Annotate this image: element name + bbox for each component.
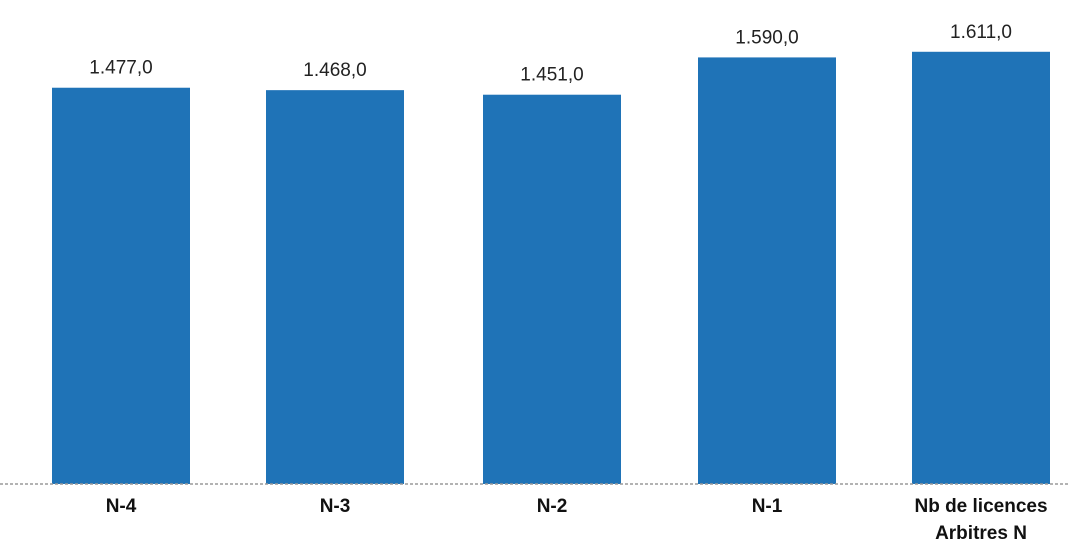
category-labels-group: N-4 N-3 N-2 N-1 Nb de licences Arbitres N xyxy=(106,496,1048,544)
value-label-2: 1.468,0 xyxy=(303,60,366,81)
value-label-5: 1.611,0 xyxy=(950,22,1012,43)
value-label-1: 1.477,0 xyxy=(89,58,152,79)
category-label-1: N-4 xyxy=(106,496,137,517)
value-label-3: 1.451,0 xyxy=(520,65,583,86)
value-labels-group: 1.477,0 1.468,0 1.451,0 1.590,0 1.611,0 xyxy=(89,22,1012,86)
category-label-5-line-1: Nb de licences xyxy=(914,496,1047,517)
category-label-5-line-2: Arbitres N xyxy=(935,523,1027,543)
bar-5 xyxy=(912,51,1050,484)
category-label-2: N-3 xyxy=(320,496,351,517)
bar-1 xyxy=(52,87,190,485)
category-label-3: N-2 xyxy=(537,496,568,517)
bars-group xyxy=(52,51,1050,485)
bar-2 xyxy=(266,90,404,485)
value-label-4: 1.590,0 xyxy=(735,27,798,48)
bar-4 xyxy=(698,57,836,484)
category-label-4: N-1 xyxy=(752,496,783,517)
bar-3 xyxy=(483,94,621,485)
